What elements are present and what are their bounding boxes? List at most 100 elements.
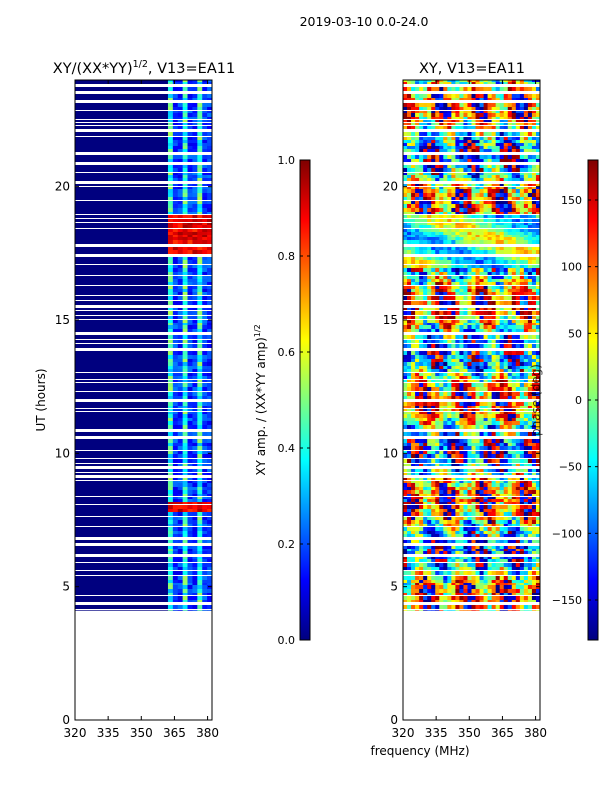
- amplitude-cell: [192, 571, 197, 575]
- phase-cell: [435, 98, 439, 100]
- phase-cell: [524, 219, 528, 222]
- phase-cell: [403, 94, 407, 98]
- phase-cell: [467, 355, 471, 359]
- phase-cell: [480, 219, 484, 222]
- amplitude-cell: [192, 272, 197, 275]
- phase-cell: [516, 406, 520, 408]
- phase-cell: [435, 409, 439, 411]
- amplitude-cell: [192, 316, 197, 319]
- amplitude-cell: [183, 229, 188, 232]
- phase-cell: [492, 184, 496, 186]
- phase-cell: [403, 247, 407, 250]
- amplitude-ylabel: UT (hours): [34, 368, 48, 431]
- amplitude-cell: [202, 237, 207, 240]
- amplitude-cell: [183, 296, 188, 300]
- amplitude-cell: [202, 406, 207, 408]
- phase-cell: [516, 432, 520, 436]
- phase-cell: [467, 272, 471, 275]
- amplitude-cell: [183, 540, 188, 543]
- phase-cell: [435, 478, 439, 480]
- phase-cell: [455, 425, 459, 429]
- amplitude-cell: [197, 137, 202, 140]
- amplitude-cell: [202, 340, 207, 343]
- phase-cell: [472, 459, 476, 463]
- phase-cell: [455, 473, 459, 475]
- phase-cell: [435, 412, 439, 414]
- phase-cell: [467, 473, 471, 475]
- phase-cell: [403, 117, 407, 119]
- amplitude-cell: [197, 425, 202, 429]
- phase-cell: [484, 483, 488, 487]
- phase-cell: [484, 219, 488, 222]
- phase-cell: [476, 208, 480, 212]
- phase-cell: [435, 439, 439, 443]
- phase-cell: [451, 225, 455, 228]
- phase-cell: [500, 373, 504, 376]
- phase-cell: [411, 383, 415, 387]
- phase-cell: [443, 464, 447, 466]
- phase-cell: [508, 197, 512, 200]
- phase-cell: [467, 454, 471, 458]
- phase-cell: [504, 418, 508, 421]
- phase-cell: [500, 473, 504, 475]
- phase-cell: [484, 146, 488, 149]
- amplitude-cell: [183, 546, 188, 549]
- phase-cell: [439, 111, 443, 113]
- phase-cell: [447, 82, 451, 84]
- amplitude-cell: [168, 103, 173, 107]
- phase-cell: [528, 126, 532, 129]
- phase-cell: [516, 189, 520, 193]
- phase-cell: [467, 98, 471, 100]
- amplitude-cell: [178, 329, 183, 332]
- phase-cell: [447, 149, 451, 152]
- phase-cell: [516, 421, 520, 425]
- phase-cell: [419, 359, 423, 362]
- amplitude-cell: [197, 282, 202, 285]
- phase-cell: [528, 325, 532, 329]
- phase-cell: [439, 296, 443, 300]
- phase-cell: [476, 187, 480, 189]
- phase-cell: [459, 432, 463, 436]
- phase-cell: [431, 235, 435, 237]
- amplitude-cell: [188, 265, 193, 268]
- phase-cell: [480, 380, 484, 382]
- amplitude-cell: [197, 406, 202, 408]
- amplitude-cell: [197, 576, 202, 580]
- phase-cell: [476, 340, 480, 343]
- amplitude-cell: [168, 279, 173, 282]
- phase-cell: [435, 187, 439, 189]
- phase-cell: [500, 478, 504, 480]
- phase-cell: [435, 425, 439, 429]
- phase-cell: [411, 268, 415, 272]
- phase-cell: [472, 146, 476, 149]
- amplitude-cell: [197, 329, 202, 332]
- phase-cell: [403, 329, 407, 332]
- phase-cell: [431, 329, 435, 332]
- phase-cell: [500, 178, 504, 181]
- amplitude-cell: [183, 289, 188, 292]
- phase-cell: [443, 189, 447, 193]
- phase-cell: [423, 279, 427, 282]
- phase-cell: [516, 175, 520, 178]
- amplitude-cell: [197, 546, 202, 549]
- amplitude-cell: [202, 571, 207, 575]
- phase-cell: [488, 225, 492, 228]
- phase-cell: [423, 178, 427, 181]
- amplitude-cell: [178, 505, 183, 509]
- phase-cell: [488, 137, 492, 140]
- phase-cell: [447, 412, 451, 414]
- phase-cell: [439, 387, 443, 391]
- phase-cell: [504, 235, 508, 237]
- amplitude-cell: [192, 497, 197, 499]
- amplitude-cell: [188, 527, 193, 531]
- phase-cell: [520, 184, 524, 186]
- phase-cell: [447, 383, 451, 387]
- phase-cell: [403, 380, 407, 382]
- amplitude-cell: [188, 600, 193, 602]
- phase-cell: [419, 219, 423, 222]
- phase-cell: [528, 439, 532, 443]
- phase-cell: [427, 387, 431, 391]
- phase-cell: [447, 473, 451, 475]
- phase-cell: [484, 286, 488, 289]
- phase-cell: [463, 414, 467, 418]
